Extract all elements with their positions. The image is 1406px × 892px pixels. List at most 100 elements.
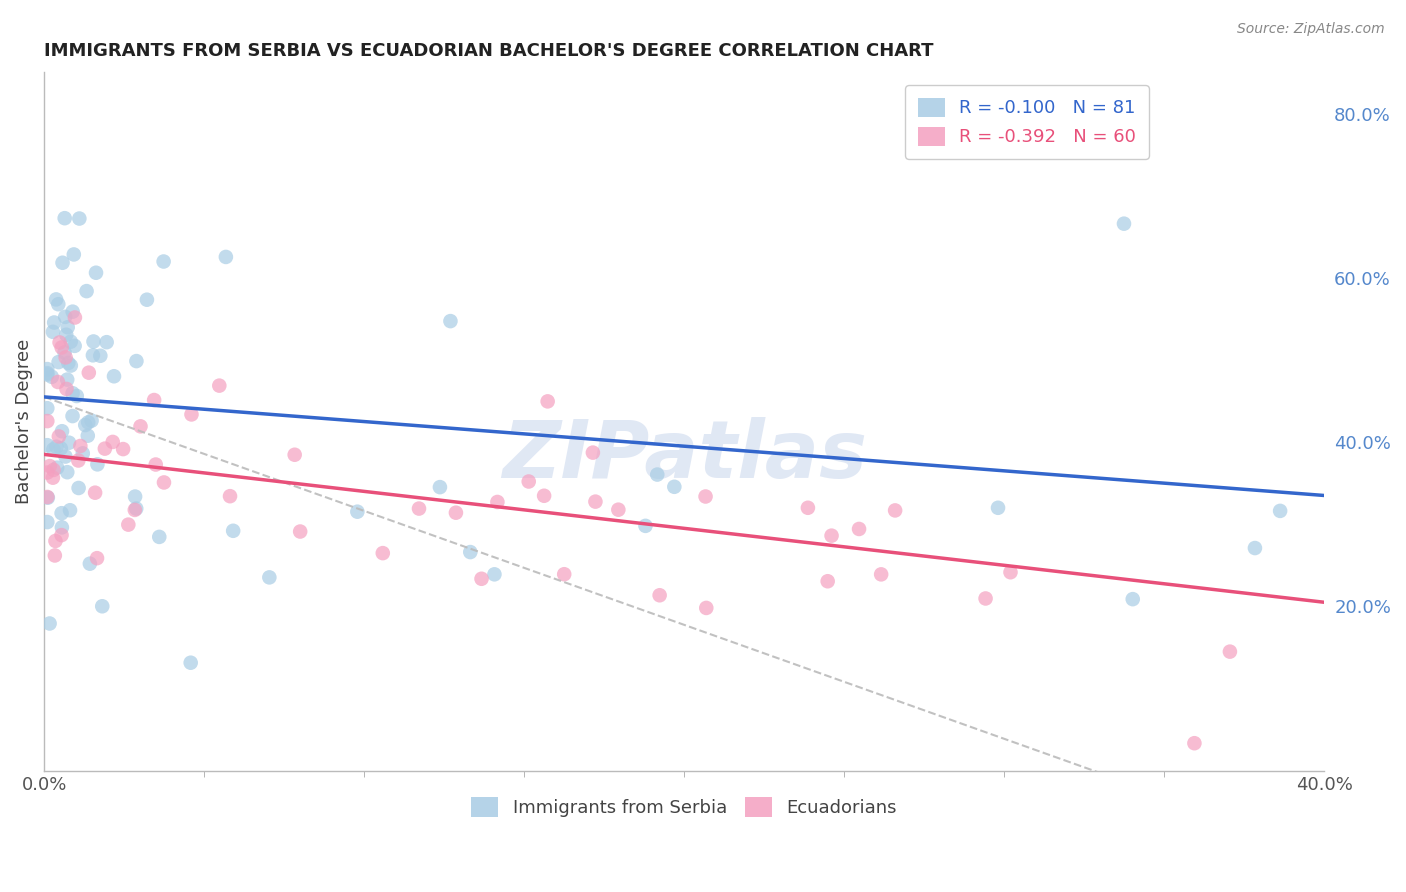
- Point: [124, 503, 146, 517]
- Point: [648, 588, 671, 602]
- Point: [94, 442, 117, 456]
- Point: [55, 382, 77, 396]
- Point: [82, 334, 104, 349]
- Point: [51, 528, 73, 542]
- Point: [48, 335, 70, 350]
- Point: [46, 375, 69, 389]
- Point: [259, 570, 281, 584]
- Point: [51, 424, 73, 438]
- Point: [645, 467, 668, 482]
- Point: [51, 256, 73, 270]
- Point: [72, 446, 94, 460]
- Point: [42, 463, 65, 477]
- Point: [37, 466, 59, 480]
- Point: [48, 429, 70, 443]
- Point: [444, 506, 467, 520]
- Point: [42, 442, 65, 457]
- Point: [42, 325, 65, 339]
- Point: [103, 369, 125, 384]
- Point: [284, 448, 307, 462]
- Point: [695, 601, 717, 615]
- Point: [288, 524, 311, 539]
- Point: [38, 459, 60, 474]
- Point: [533, 489, 555, 503]
- Point: [37, 491, 59, 505]
- Point: [89, 349, 111, 363]
- Point: [53, 310, 76, 324]
- Point: [219, 489, 242, 503]
- Point: [135, 293, 157, 307]
- Point: [45, 293, 67, 307]
- Point: [38, 616, 60, 631]
- Point: [884, 503, 907, 517]
- Point: [42, 471, 65, 485]
- Point: [48, 355, 70, 369]
- Point: [124, 490, 146, 504]
- Point: [58, 435, 80, 450]
- Point: [77, 416, 100, 430]
- Point: [45, 440, 67, 454]
- Point: [1184, 736, 1206, 750]
- Point: [152, 254, 174, 268]
- Point: [817, 574, 839, 589]
- Point: [51, 506, 73, 520]
- Point: [486, 495, 509, 509]
- Y-axis label: Bachelor's Degree: Bachelor's Degree: [15, 339, 32, 504]
- Point: [1268, 504, 1291, 518]
- Point: [408, 501, 430, 516]
- Point: [870, 567, 893, 582]
- Point: [37, 438, 59, 452]
- Text: Source: ZipAtlas.com: Source: ZipAtlas.com: [1237, 22, 1385, 37]
- Point: [582, 445, 605, 459]
- Legend: Immigrants from Serbia, Ecuadorians: Immigrants from Serbia, Ecuadorians: [464, 790, 904, 824]
- Point: [56, 465, 79, 479]
- Point: [1000, 566, 1022, 580]
- Point: [86, 551, 108, 566]
- Point: [79, 557, 101, 571]
- Point: [458, 545, 481, 559]
- Point: [848, 522, 870, 536]
- Point: [67, 481, 90, 495]
- Point: [37, 362, 59, 376]
- Point: [59, 503, 82, 517]
- Point: [82, 348, 104, 362]
- Point: [346, 505, 368, 519]
- Point: [96, 335, 118, 350]
- Point: [75, 418, 97, 433]
- Point: [180, 408, 202, 422]
- Point: [77, 366, 100, 380]
- Point: [62, 386, 84, 401]
- Point: [55, 327, 77, 342]
- Point: [125, 354, 148, 368]
- Point: [429, 480, 451, 494]
- Point: [67, 211, 90, 226]
- Point: [797, 500, 820, 515]
- Point: [44, 533, 66, 548]
- Point: [62, 304, 84, 318]
- Point: [37, 414, 59, 428]
- Point: [67, 453, 90, 467]
- Point: [974, 591, 997, 606]
- Point: [37, 490, 59, 504]
- Point: [987, 500, 1010, 515]
- Point: [44, 549, 66, 563]
- Point: [1219, 645, 1241, 659]
- Point: [91, 599, 114, 614]
- Point: [66, 389, 89, 403]
- Point: [695, 490, 717, 504]
- Point: [148, 530, 170, 544]
- Point: [117, 517, 139, 532]
- Point: [143, 392, 166, 407]
- Point: [439, 314, 461, 328]
- Point: [484, 567, 506, 582]
- Point: [125, 501, 148, 516]
- Point: [53, 345, 76, 359]
- Point: [208, 378, 231, 392]
- Point: [517, 475, 540, 489]
- Point: [145, 458, 167, 472]
- Point: [371, 546, 394, 560]
- Point: [80, 414, 103, 428]
- Point: [55, 450, 77, 464]
- Point: [634, 519, 657, 533]
- Point: [56, 373, 79, 387]
